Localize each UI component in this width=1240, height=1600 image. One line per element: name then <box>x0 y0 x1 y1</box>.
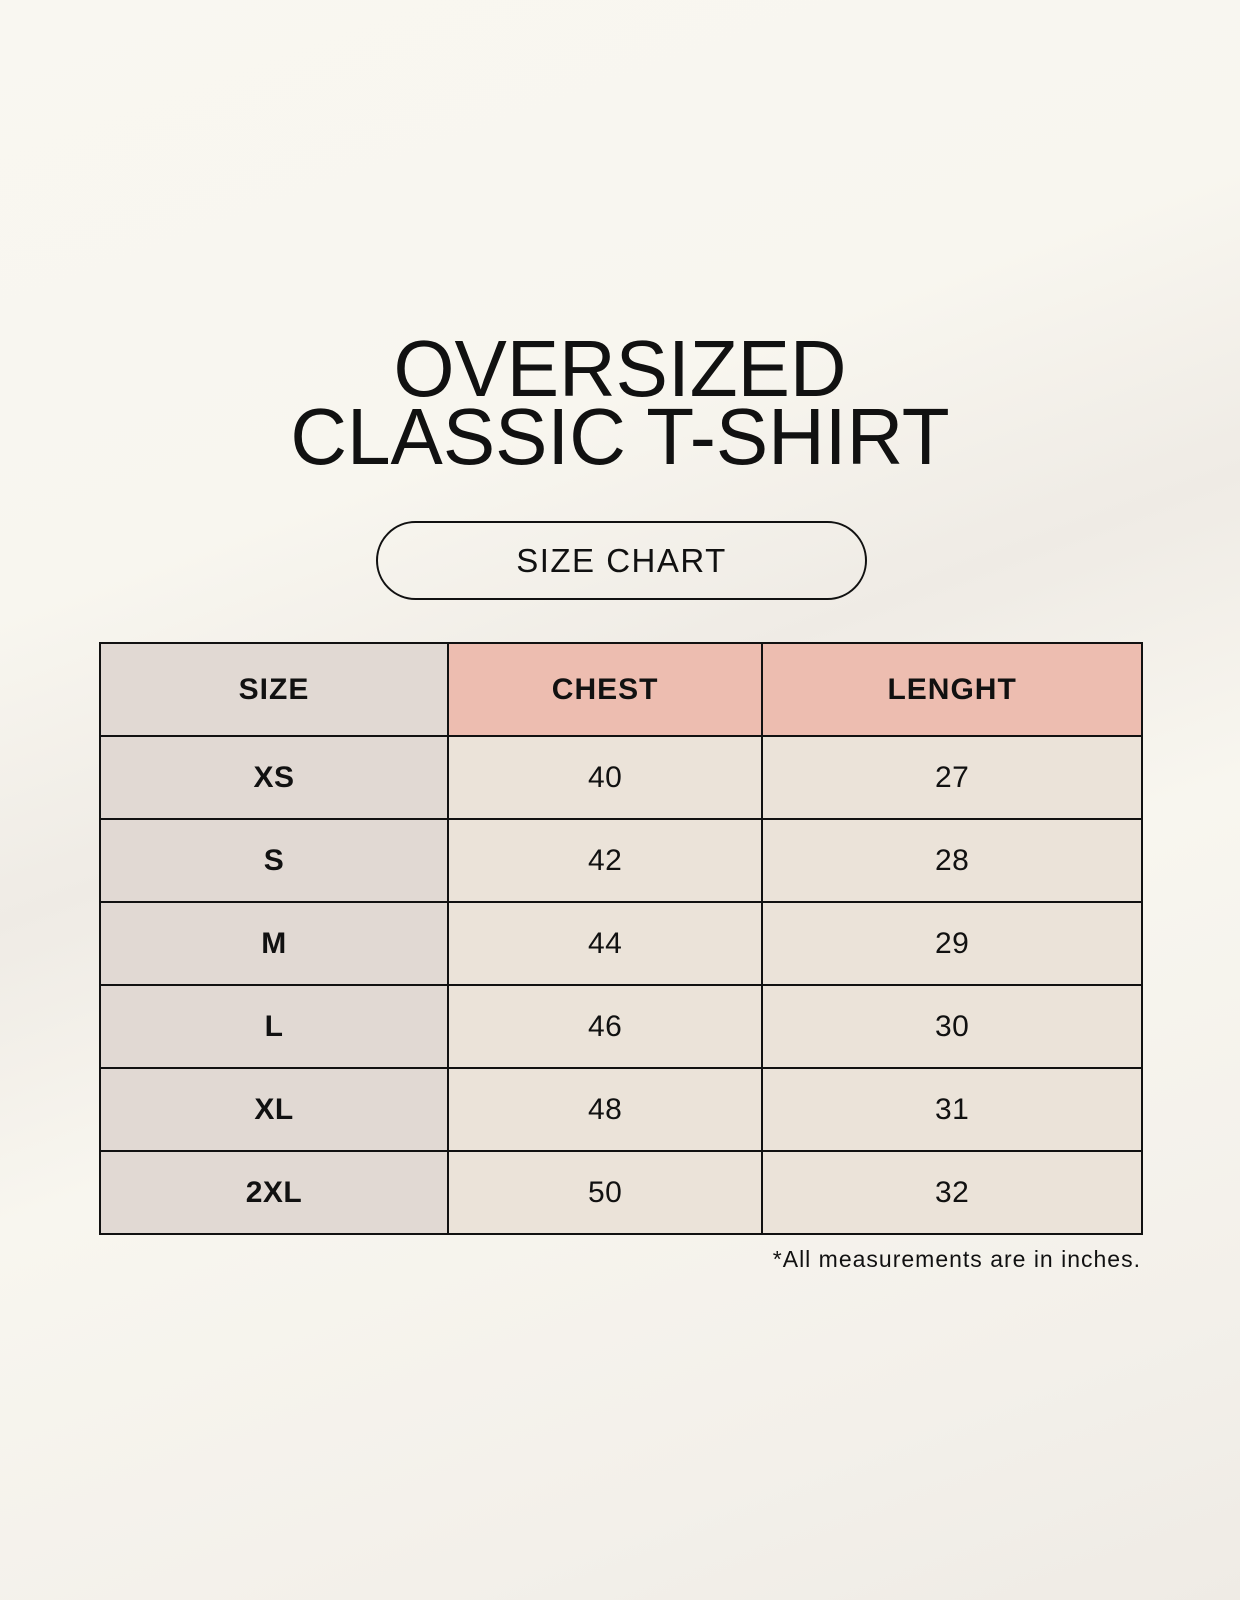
size-chart-label: SIZE CHART <box>516 541 727 579</box>
measurement-note: *All measurements are in inches. <box>772 1246 1141 1272</box>
header-chest: CHEST <box>446 642 764 737</box>
table-row: S 42 28 <box>99 818 1143 903</box>
length-cell: 29 <box>761 901 1143 986</box>
chest-cell: 48 <box>446 1067 764 1152</box>
title-line-1: OVERSIZED <box>393 324 847 413</box>
table-row: 2XL 50 32 <box>99 1150 1143 1235</box>
header-length: LENGHT <box>761 642 1143 737</box>
size-table: SIZE CHEST LENGHT XS 40 27 S 42 28 M 44 29 L 46 30 X… <box>99 642 1143 1235</box>
size-cell: M <box>99 901 449 986</box>
size-cell: S <box>99 818 449 903</box>
length-cell: 28 <box>761 818 1143 903</box>
table-row: L 46 30 <box>99 984 1143 1069</box>
size-cell: L <box>99 984 449 1069</box>
chest-cell: 46 <box>446 984 764 1069</box>
size-chart-badge: SIZE CHART <box>376 521 867 600</box>
table-row: M 44 29 <box>99 901 1143 986</box>
page-title: OVERSIZED CLASSIC T-SHIRT <box>0 324 1240 481</box>
table-header-row: SIZE CHEST LENGHT <box>99 642 1143 737</box>
length-cell: 32 <box>761 1150 1143 1235</box>
length-cell: 30 <box>761 984 1143 1069</box>
size-cell: 2XL <box>99 1150 449 1235</box>
title-line-2: CLASSIC T-SHIRT <box>290 392 950 481</box>
size-cell: XS <box>99 735 449 820</box>
length-cell: 27 <box>761 735 1143 820</box>
chest-cell: 44 <box>446 901 764 986</box>
header-size: SIZE <box>99 642 449 737</box>
chest-cell: 50 <box>446 1150 764 1235</box>
size-cell: XL <box>99 1067 449 1152</box>
chest-cell: 42 <box>446 818 764 903</box>
table-row: XL 48 31 <box>99 1067 1143 1152</box>
chest-cell: 40 <box>446 735 764 820</box>
length-cell: 31 <box>761 1067 1143 1152</box>
table-row: XS 40 27 <box>99 735 1143 820</box>
